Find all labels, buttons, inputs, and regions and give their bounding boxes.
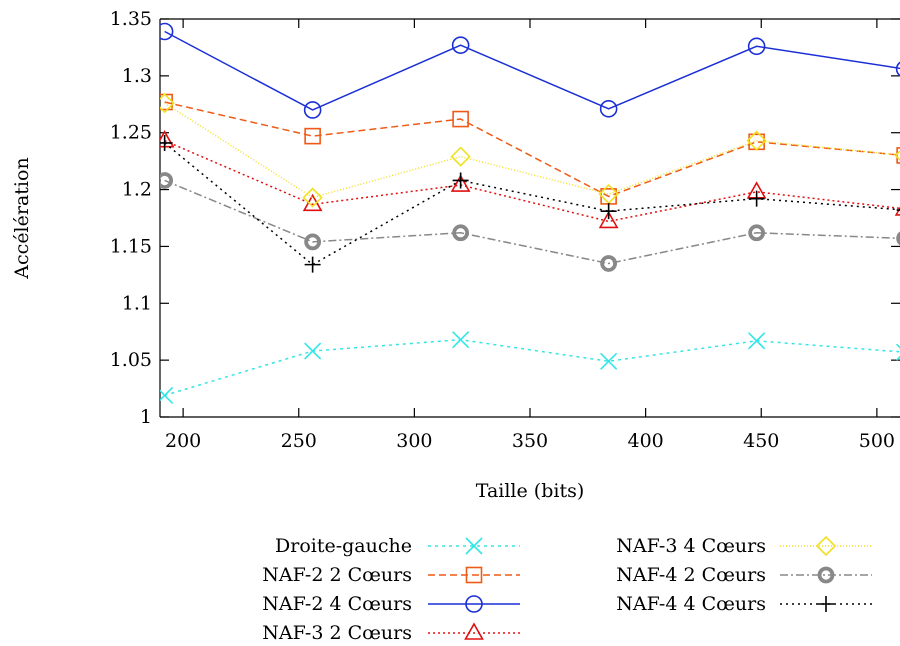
data-point (600, 203, 617, 220)
data-point (450, 174, 471, 192)
legend-item: Droite-gauche (275, 535, 520, 557)
legend-item: NAF-3 4 Cœurs (616, 535, 872, 557)
data-point (160, 22, 174, 41)
series-7 (160, 134, 900, 273)
series-6 (160, 172, 900, 272)
series-3 (160, 22, 900, 119)
x-tick-label: 350 (512, 430, 548, 452)
data-point (450, 146, 471, 167)
legend-marker (465, 595, 483, 613)
legend-marker (464, 622, 484, 640)
data-point (304, 256, 321, 273)
data-point (600, 255, 618, 272)
axes: 1 1.05 1.1 1.15 1.2 1.25 1.3 1.35 200 250 300 350 40… (110, 8, 900, 452)
series-2 (160, 93, 900, 205)
legend-label: NAF-2 2 Cœurs (262, 564, 412, 586)
series-line (164, 102, 900, 199)
data-point (895, 61, 900, 77)
data-point (598, 210, 619, 229)
legend-item: NAF-4 4 Cœurs (616, 593, 872, 615)
data-point (160, 386, 174, 404)
series-4 (160, 130, 900, 229)
x-tick-label: 300 (396, 430, 432, 452)
data-point (896, 209, 900, 211)
data-point (748, 332, 766, 350)
data-point (748, 190, 765, 207)
legend-label: NAF-2 4 Cœurs (262, 593, 412, 615)
y-tick-label: 1.15 (110, 235, 152, 257)
y-tick-label: 1.35 (110, 8, 152, 30)
y-tick-label: 1.1 (122, 292, 152, 314)
legend-label: NAF-3 4 Cœurs (616, 535, 766, 557)
legend-marker (817, 566, 835, 584)
data-point (598, 183, 619, 205)
legend-marker (815, 535, 837, 557)
data-point (600, 352, 618, 370)
series-line (164, 338, 900, 397)
data-point (748, 224, 766, 242)
legend-label: NAF-4 2 Cœurs (616, 564, 766, 586)
series-line (164, 179, 900, 265)
legend-label: NAF-3 2 Cœurs (262, 622, 412, 644)
legend-item: NAF-4 2 Cœurs (616, 564, 872, 586)
data-point (302, 193, 323, 212)
x-tick-label: 400 (627, 430, 663, 452)
data-point (896, 343, 900, 361)
series-line (164, 142, 900, 266)
data-point (452, 172, 469, 189)
data-point (452, 224, 470, 242)
x-tick-label: 500 (859, 430, 895, 452)
series-line (164, 101, 900, 198)
x-tick-label: 250 (281, 430, 317, 452)
series-line (164, 30, 900, 111)
legend: Droite-gauche NAF-2 2 Cœurs NAF-2 4 Cœurs N… (262, 535, 872, 644)
y-tick-label: 1.25 (110, 122, 152, 144)
legend-item: NAF-2 4 Cœurs (262, 593, 520, 615)
legend-item: NAF-3 2 Cœurs (262, 622, 520, 644)
legend-marker (465, 566, 483, 584)
data-point (747, 37, 766, 56)
data-point (160, 134, 173, 151)
series-5 (160, 93, 900, 208)
series-1 (160, 331, 900, 404)
data-point (160, 93, 175, 114)
y-tick-label: 1.3 (122, 65, 152, 87)
y-tick-label: 1.2 (122, 179, 152, 201)
y-axis-label: Accélération (11, 157, 33, 279)
y-tick-label: 1 (140, 406, 152, 428)
legend-label: NAF-4 4 Cœurs (616, 593, 766, 615)
data-point (451, 36, 470, 54)
data-point (303, 101, 322, 119)
data-point (304, 127, 321, 145)
y-tick-label: 1.05 (110, 349, 152, 371)
data-point (304, 342, 322, 360)
x-tick-label: 200 (165, 430, 201, 452)
legend-label: Droite-gauche (275, 535, 412, 557)
x-tick-label: 450 (743, 430, 779, 452)
data-point (304, 233, 322, 251)
data-point (599, 100, 618, 118)
data-point (746, 130, 767, 151)
data-point (452, 110, 469, 128)
data-point (160, 172, 174, 189)
legend-marker (818, 596, 834, 612)
data-point (452, 331, 470, 349)
plot-area (160, 22, 900, 404)
data-point (302, 187, 323, 208)
series-line (164, 139, 900, 223)
legend-marker (465, 537, 483, 555)
data-point (894, 149, 900, 161)
legend-item: NAF-2 2 Cœurs (262, 564, 520, 586)
data-point (896, 231, 900, 246)
x-axis-label: Taille (bits) (476, 480, 585, 502)
